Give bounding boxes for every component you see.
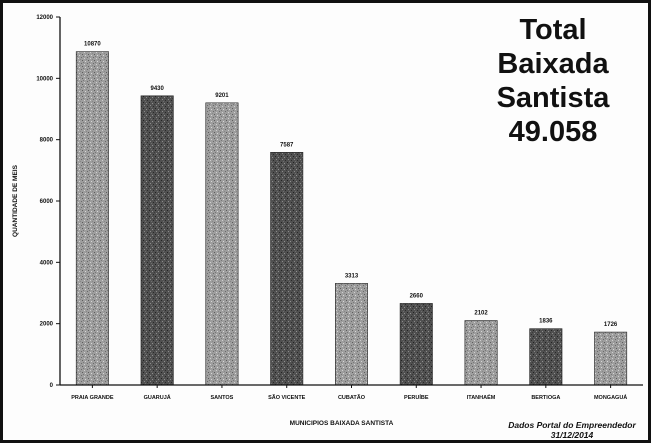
bar-value-label: 2102 [474,311,488,317]
bar-value-label: 9201 [215,93,229,99]
bar [75,51,109,386]
bar [594,331,628,386]
y-tick-label: 6000 [40,199,54,205]
x-tick-label: MONGAGUÁ [594,394,627,401]
source-line-2: 31/12/2014 [550,430,594,440]
y-tick-label: 12000 [36,15,53,21]
bar [205,102,239,386]
source-note: Dados Portal do Empreendedor 31/12/2014 [493,420,648,440]
bar-value-label: 7587 [280,142,294,148]
bar-value-label: 1836 [539,319,553,325]
x-axis-title: MUNICIPIOS BAIXADA SANTISTA [290,420,394,427]
total-line-3: Santista [496,82,610,114]
y-tick-label: 4000 [40,260,54,266]
source-line-1: Dados Portal do Empreendedor [508,420,636,430]
x-tick-label: SANTOS [211,395,234,401]
y-tick-label: 10000 [36,76,53,82]
bar [270,152,304,386]
total-line-2: Baixada [497,48,609,80]
bar [140,95,174,386]
bar-value-label: 2660 [410,293,424,299]
y-axis-title: QUANTIDADE DE MEIS [12,164,19,237]
x-tick-label: PRAIA GRANDE [71,395,114,401]
x-tick-label: BERTIOGA [531,395,560,401]
bar [335,283,368,386]
total-value: 49.058 [508,116,598,148]
bar [399,303,433,386]
bar-value-label: 10870 [84,42,101,48]
x-tick-label: ITANHAÉM [467,393,496,401]
bar-value-label: 1726 [604,322,618,328]
bar-value-label: 3313 [345,273,359,279]
bar [529,328,563,386]
bars: 10870 9430 9201 7587 3313 2660 2102 1836 1726 [75,42,628,386]
y-axis: 0 2000 4000 6000 8000 10000 12000 [36,15,61,389]
x-tick-label: CUBATÃO [338,394,366,401]
y-tick-label: 8000 [40,138,54,144]
bar-chart: 0 2000 4000 6000 8000 10000 12000 10870 9430 920… [12,15,643,427]
bar [464,320,498,386]
x-axis: PRAIA GRANDE GUARUJÁ SANTOS SÃO VICENTE CUBA… [60,384,643,401]
total-annotation: Total Baixada Santista 49.058 [463,13,643,149]
y-tick-label: 0 [50,383,54,389]
bar-value-label: 9430 [150,86,164,92]
x-tick-label: GUARUJÁ [144,394,171,401]
total-line-1: Total [519,14,587,46]
x-tick-label: PERUÍBE [404,393,429,401]
y-tick-label: 2000 [40,322,54,328]
x-tick-label: SÃO VICENTE [268,394,306,401]
